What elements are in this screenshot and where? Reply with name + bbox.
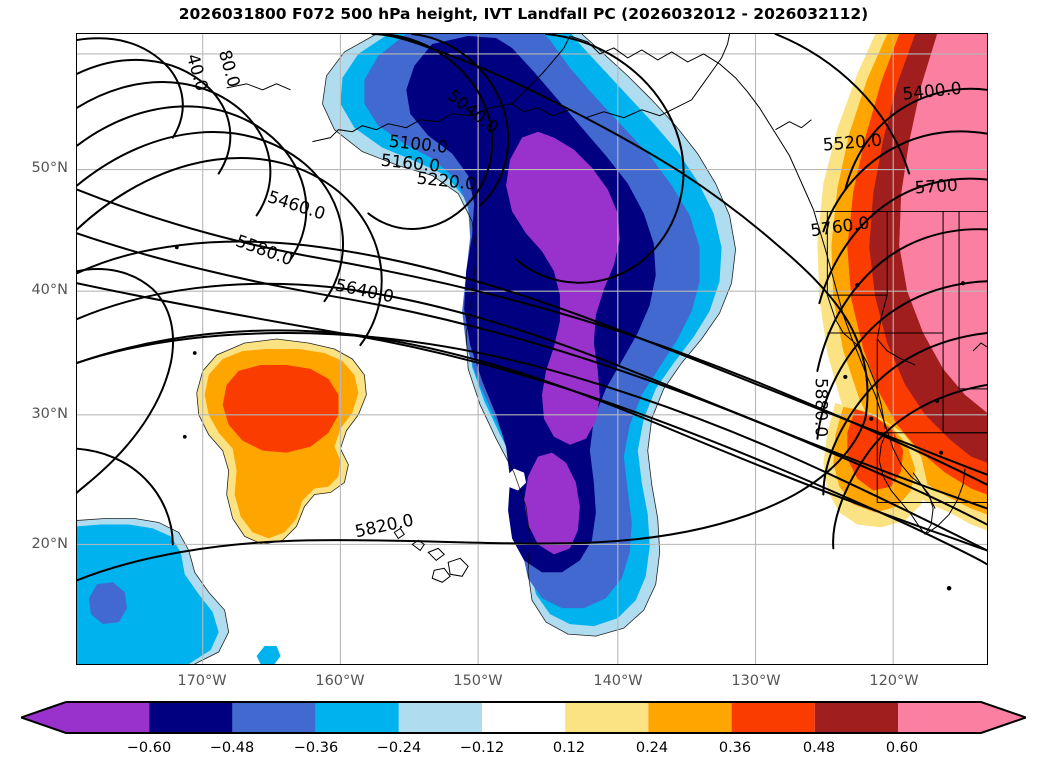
xtick-label-130w: 130°W [731, 673, 781, 689]
cbar-label-7: 0.24 [635, 740, 669, 756]
shade-pos-048-hawaii [222, 364, 339, 453]
cbar-seg-9 [731, 702, 815, 733]
xtick-label-170w: 170°W [177, 673, 227, 689]
xtick-label-120w: 120°W [869, 673, 919, 689]
colorbar-outline [21, 701, 1026, 734]
ytick-label-30n: 30°N [31, 406, 68, 422]
colorbar[interactable] [21, 701, 1026, 734]
colorbar-graphic [21, 701, 1026, 734]
page-title: 2026031800 F072 500 hPa height, IVT Land… [178, 5, 869, 23]
shade-neg-060-lower [524, 452, 580, 555]
cbar-seg-2 [149, 702, 233, 733]
ytick-label-40n: 40°N [31, 282, 68, 298]
height-contours [77, 34, 987, 582]
contour-labels: 40.0 80.0 5040.0 5100.0 5160.0 5220.0 54… [183, 48, 963, 542]
xtick-label-140w: 140°W [593, 673, 643, 689]
cbar-label-9: 0.48 [802, 740, 836, 756]
cbar-seg-4 [315, 702, 399, 733]
shade-neg-024-sw-frag [256, 646, 281, 664]
cbar-seg-11 [898, 702, 981, 733]
xtick-label-150w: 150°W [453, 673, 503, 689]
ytick-label-50n: 50°N [31, 160, 68, 176]
shading-edge-contours [77, 34, 736, 664]
cbar-seg-6 [482, 702, 566, 733]
cbar-label-3: −0.36 [293, 740, 339, 756]
cbar-label-1: −0.60 [126, 740, 172, 756]
cbar-seg-5 [398, 702, 482, 733]
map-graphic: 40.0 80.0 5040.0 5100.0 5160.0 5220.0 54… [77, 34, 987, 664]
cbar-seg-8 [648, 702, 732, 733]
ytick-label-20n: 20°N [31, 536, 68, 552]
shade-neg-notch [506, 468, 527, 491]
cbar-seg-1 [66, 702, 150, 733]
cbar-label-4: −0.24 [376, 740, 422, 756]
shade-neg-060-upper [506, 131, 620, 445]
map-plot-area[interactable]: 40.0 80.0 5040.0 5100.0 5160.0 5220.0 54… [76, 33, 988, 665]
colorbar-extend-max [981, 702, 1026, 733]
cbar-label-5: −0.12 [459, 740, 505, 756]
cbar-seg-10 [814, 702, 898, 733]
shade-neg-036-sw [88, 582, 127, 625]
cbar-seg-3 [232, 702, 316, 733]
svg-text:5700: 5700 [914, 175, 958, 198]
cbar-label-2: −0.48 [209, 740, 255, 756]
cbar-label-10: 0.60 [885, 740, 919, 756]
shade-neg-024-sw [77, 524, 219, 664]
svg-text:5880.0: 5880.0 [811, 378, 831, 437]
cbar-label-8: 0.36 [718, 740, 752, 756]
colorbar-extend-min [21, 702, 66, 733]
cbar-seg-7 [565, 702, 649, 733]
xtick-label-160w: 160°W [315, 673, 365, 689]
cbar-label-6: 0.12 [552, 740, 586, 756]
